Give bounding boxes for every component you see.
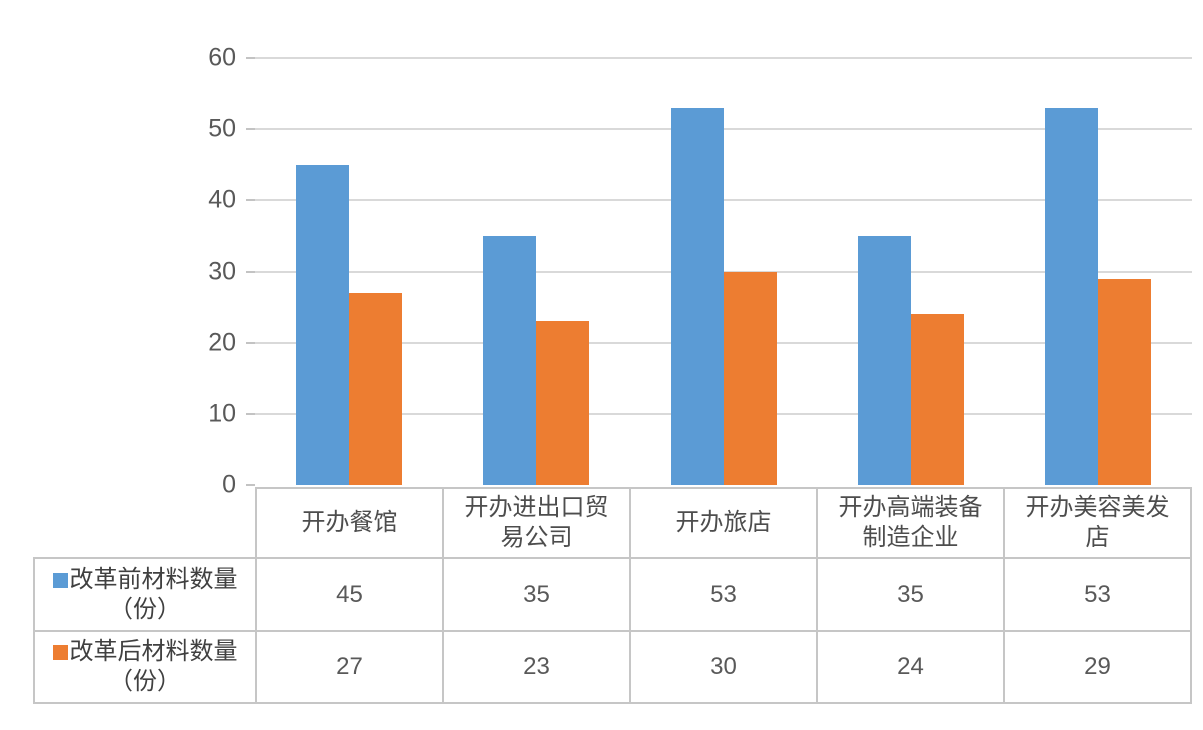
y-axis-label: 30	[208, 257, 236, 285]
bar-after-cat5	[1098, 278, 1152, 485]
category-header: 开办餐馆	[255, 487, 444, 559]
y-axis-tick	[246, 270, 255, 273]
y-axis-tick	[246, 484, 255, 486]
bar-before-cat3	[670, 107, 724, 485]
legend-swatch-before	[52, 572, 68, 588]
y-axis-label: 40	[208, 185, 236, 214]
y-axis-label: 60	[208, 43, 236, 72]
bar-before-cat5	[1045, 107, 1099, 485]
y-axis-tick	[246, 199, 255, 202]
series-row-header: 改革前材料数量 （份）	[33, 557, 257, 632]
y-axis-tick	[246, 341, 255, 344]
table-value-cell: 24	[816, 630, 1005, 704]
category-header: 开办美容美发 店	[1003, 487, 1192, 559]
bar-before-cat2	[483, 235, 537, 485]
y-axis-label: 20	[208, 328, 236, 357]
table-corner-cell	[34, 488, 256, 558]
y-axis-label: 10	[208, 399, 236, 428]
category-header: 开办旅店	[629, 487, 818, 559]
y-gridline	[255, 199, 1192, 202]
series-row-header: 改革后材料数量 （份）	[33, 630, 257, 704]
bar-before-cat1	[295, 164, 349, 485]
bar-after-cat3	[723, 271, 777, 485]
category-header: 开办进出口贸 易公司	[442, 487, 631, 559]
table-value-cell: 53	[629, 557, 818, 632]
legend-swatch-after	[52, 645, 68, 660]
table-value-cell: 30	[629, 630, 818, 704]
y-axis-label: 50	[208, 114, 236, 143]
y-axis-tick	[246, 128, 255, 131]
table-value-cell: 45	[255, 557, 444, 632]
table-value-cell: 35	[816, 557, 1005, 632]
series-name-label: 改革后材料数量 （份）	[69, 638, 238, 695]
table-value-cell: 27	[255, 630, 444, 704]
bar-after-cat2	[536, 321, 590, 485]
table-value-cell: 53	[1003, 557, 1192, 632]
table-value-cell: 23	[442, 630, 631, 704]
y-axis-label: 0	[222, 470, 236, 499]
bar-before-cat4	[857, 235, 911, 485]
series-name-label: 改革前材料数量 （份）	[69, 565, 238, 623]
y-axis-tick	[246, 412, 255, 415]
bar-after-cat1	[348, 292, 402, 485]
bar-after-cat4	[910, 314, 964, 485]
category-header: 开办高端装备 制造企业	[816, 487, 1005, 559]
y-axis-tick	[246, 57, 255, 59]
table-value-cell: 35	[442, 557, 631, 632]
y-gridline	[255, 57, 1192, 59]
y-gridline	[255, 128, 1192, 131]
data-table: 开办餐馆 开办进出口贸 易公司 开办旅店 开办高端装备 制造企业 开办美容美发 店改革前…	[33, 487, 1192, 704]
table-value-cell: 29	[1003, 630, 1192, 704]
